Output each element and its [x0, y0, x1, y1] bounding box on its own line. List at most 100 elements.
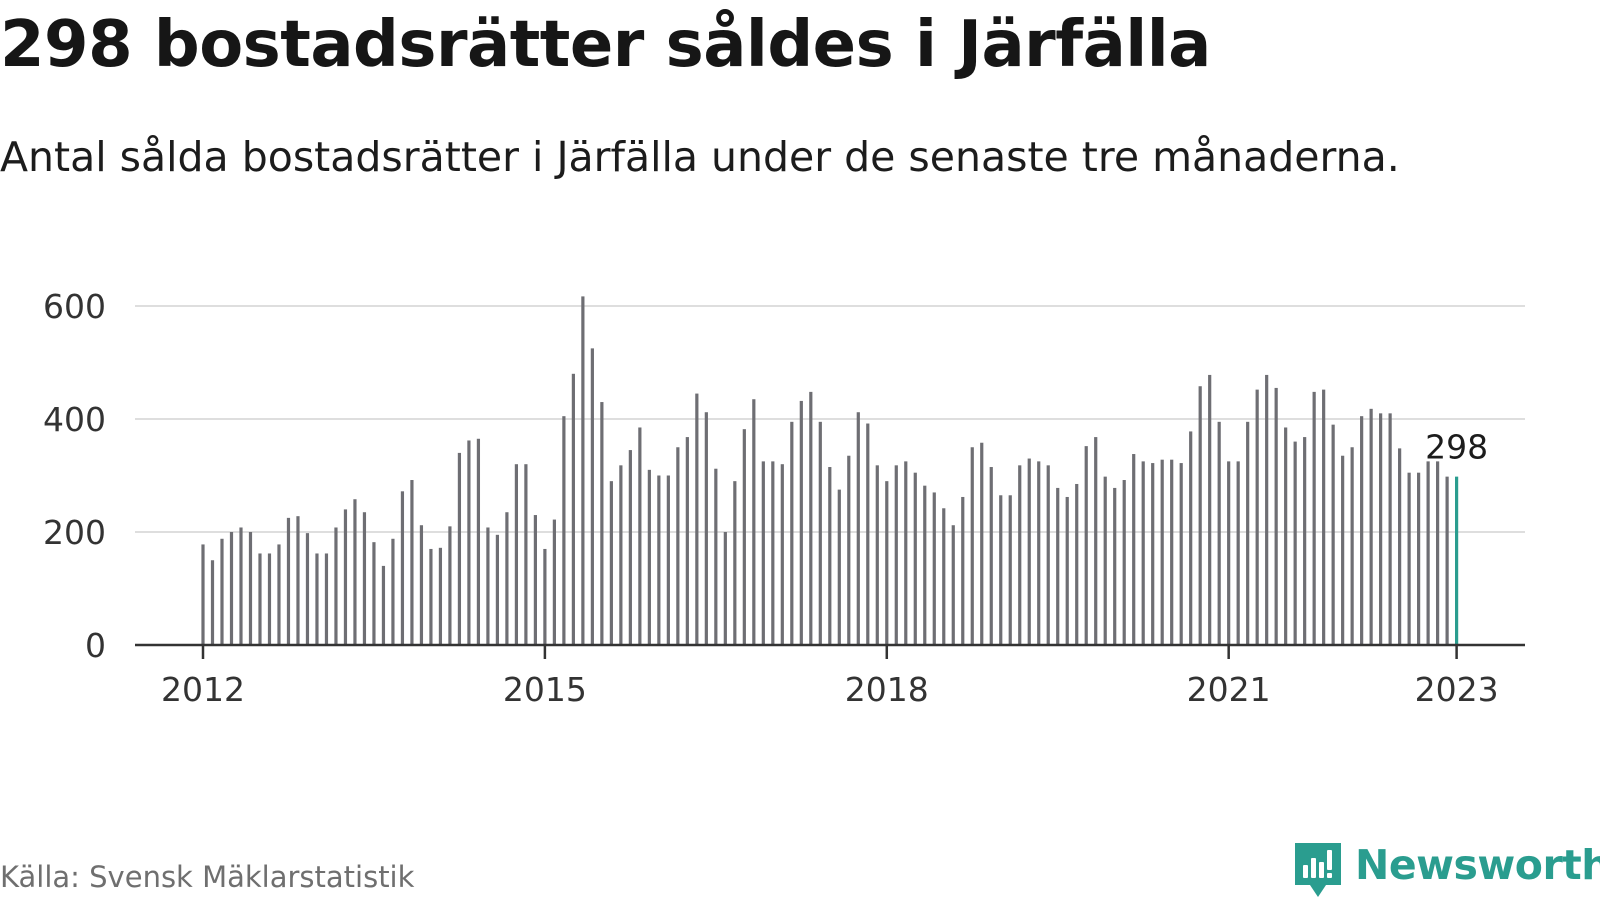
bar [210, 560, 215, 645]
bar [305, 533, 310, 645]
bar [1084, 446, 1088, 645]
bar [543, 548, 547, 645]
brand-name: Newsworthy [1355, 841, 1600, 889]
y-tick-label-200: 200 [43, 513, 106, 552]
bar [818, 421, 822, 645]
bar [752, 399, 756, 645]
bar [581, 296, 585, 645]
bar [1208, 374, 1212, 645]
bar [343, 509, 348, 645]
bar [457, 452, 462, 645]
bar [1065, 496, 1069, 645]
bar [571, 373, 575, 645]
source-note: Källa: Svensk Mäklarstatistik [0, 860, 415, 894]
bar [258, 553, 262, 645]
bar [1293, 441, 1297, 645]
bar [647, 469, 651, 645]
bar [1189, 431, 1193, 645]
bar [1407, 472, 1411, 645]
bar [828, 467, 832, 645]
bar [334, 527, 338, 645]
bar [1075, 483, 1079, 645]
bar [1426, 461, 1430, 645]
bar [1179, 463, 1183, 645]
bar [780, 464, 784, 645]
bar [1227, 461, 1231, 645]
bar [1151, 463, 1155, 645]
bar [685, 437, 689, 645]
bar [419, 525, 424, 645]
bar [467, 440, 471, 645]
bar [410, 480, 414, 645]
bar [951, 525, 955, 645]
bar [885, 481, 889, 645]
x-tick-label-2018: 2018 [845, 670, 929, 709]
bar [1417, 472, 1421, 645]
bar [1312, 391, 1316, 645]
bar [324, 553, 329, 645]
bar [239, 527, 243, 645]
bar [714, 468, 718, 645]
bar [400, 491, 405, 645]
bar [894, 465, 898, 645]
bar [391, 538, 395, 645]
bar [771, 461, 775, 645]
bar [695, 393, 699, 645]
bar [913, 472, 917, 645]
bar [562, 416, 566, 645]
bar [1217, 421, 1221, 645]
bar [229, 532, 234, 645]
bar [638, 427, 642, 645]
bar [1284, 427, 1288, 645]
bar [1198, 386, 1202, 645]
bar [296, 516, 300, 645]
bar [286, 517, 291, 645]
bar [989, 467, 993, 645]
bar [267, 553, 272, 645]
bar [1103, 476, 1107, 645]
bar [1122, 480, 1126, 645]
bar [277, 544, 281, 645]
bar [628, 450, 632, 645]
bar [476, 438, 481, 645]
bar [875, 465, 879, 645]
bar [1350, 447, 1354, 645]
latest-value-label: 298 [1425, 428, 1488, 467]
bar [942, 508, 946, 645]
bar [381, 565, 386, 645]
bar [761, 461, 765, 645]
bar [970, 447, 974, 645]
bar [1037, 461, 1041, 645]
chart-title: 298 bostadsrätter såldes i Järfälla [0, 8, 1211, 82]
bar [362, 512, 367, 645]
bar [1141, 461, 1145, 645]
bar [1303, 437, 1307, 645]
brand-logo: Newsworthy [1293, 841, 1600, 901]
bar [999, 495, 1003, 645]
bar [619, 465, 623, 645]
bar [657, 475, 661, 645]
x-tick-label-2012: 2012 [161, 670, 245, 709]
bar [1369, 408, 1373, 645]
bar [353, 499, 357, 645]
bar [524, 464, 528, 645]
bar [847, 455, 851, 645]
bar [1360, 416, 1364, 645]
bar [1274, 387, 1278, 645]
bar [856, 412, 860, 645]
y-tick-label-600: 600 [43, 287, 106, 326]
bar [486, 527, 490, 645]
bar [809, 391, 813, 645]
bar [438, 547, 443, 645]
bar [866, 423, 870, 645]
bar [1436, 461, 1440, 645]
bar [799, 400, 803, 645]
bar [1331, 424, 1335, 645]
bar [552, 519, 556, 645]
bar [666, 475, 670, 645]
bar [514, 464, 519, 645]
bar [923, 485, 927, 645]
bar [980, 442, 984, 645]
bar [704, 412, 708, 645]
bar [201, 544, 205, 645]
